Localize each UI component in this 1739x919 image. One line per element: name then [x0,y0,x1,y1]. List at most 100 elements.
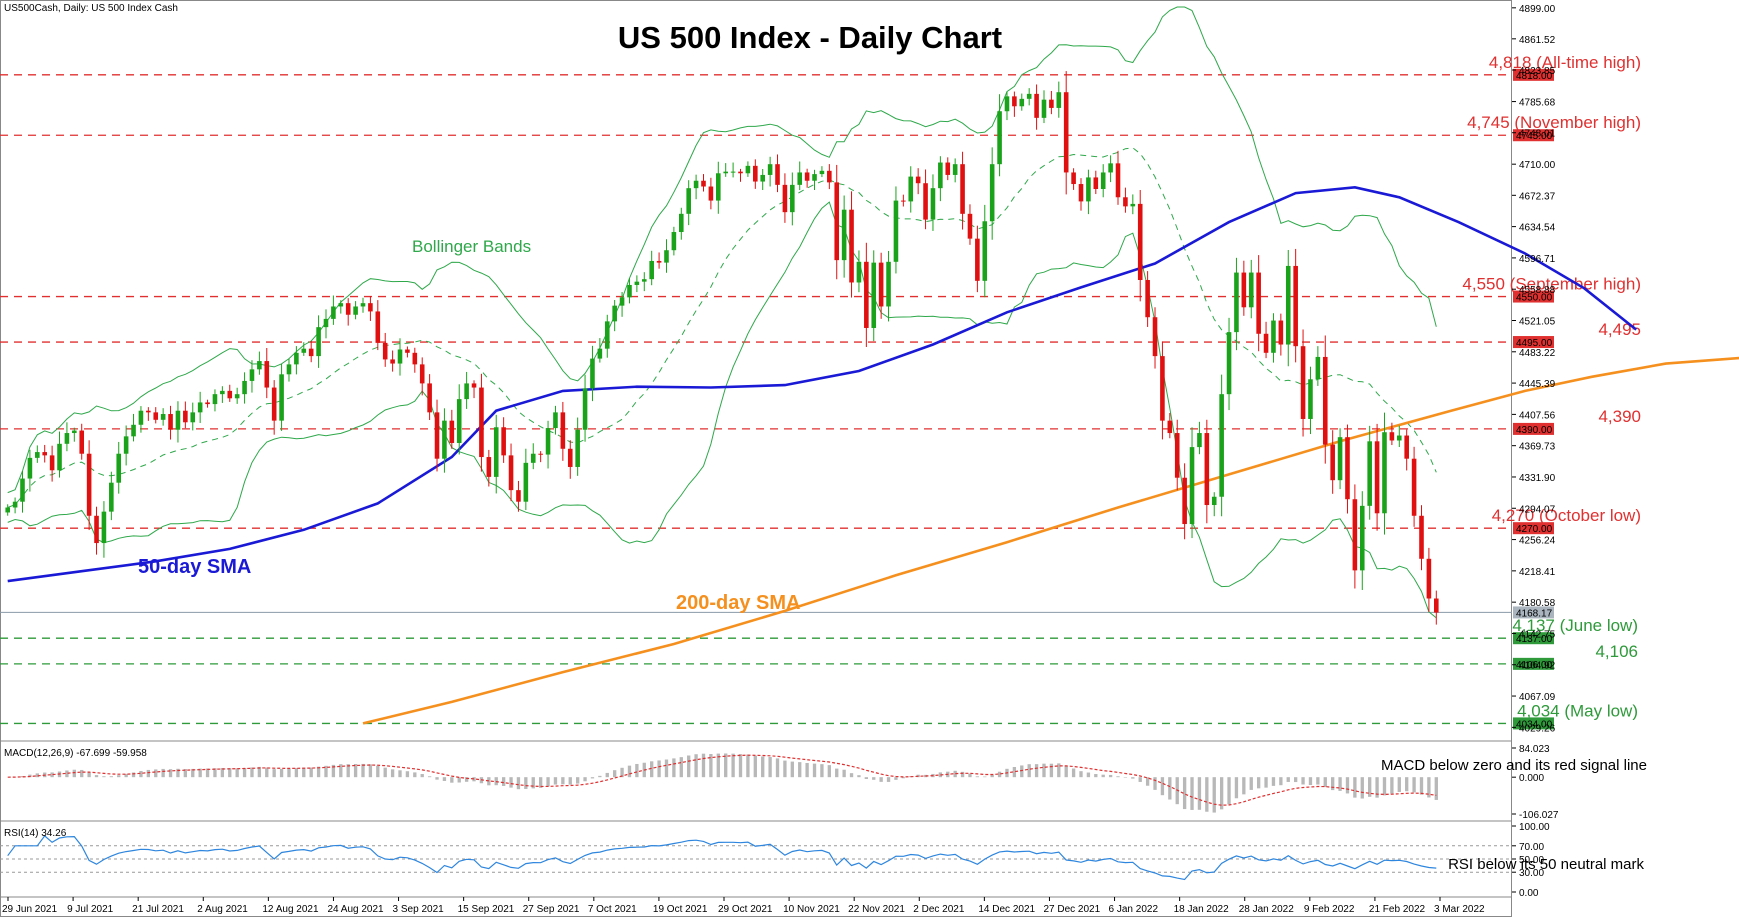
candle-body [27,457,33,479]
date-tick-label: 18 Jan 2022 [1174,904,1229,915]
level-price-tag-label: 4495.00 [1516,338,1553,349]
candle-body [227,390,233,399]
candle-body [1300,346,1306,419]
price-tick-label: 4369.73 [1519,442,1556,453]
candle-body [1359,505,1365,571]
candle-body [1108,163,1113,173]
level-price-tag [1513,632,1554,645]
candle-body [1396,435,1402,441]
candle-body [382,342,388,360]
candle-body [656,260,662,263]
candle-body [1337,437,1343,481]
candle-body [1049,99,1054,108]
candle-body [1308,379,1313,419]
candle-body [834,182,840,261]
candle-body [146,410,151,413]
candle-body [479,387,484,458]
candle-body [1271,320,1276,353]
candle-body [1330,444,1335,481]
candle-body [575,429,580,467]
candle-body [234,394,240,399]
candle-body [597,348,603,359]
candle-body [116,453,122,483]
level-price-tag-label: 4106.00 [1516,660,1553,671]
candle-body [1123,197,1128,207]
candle-body [360,303,366,307]
level-price-tag [1513,422,1554,435]
candle-body [501,427,506,456]
level-label: 4,818 (All-time high) [1489,53,1641,72]
candle-body [1285,265,1291,345]
rsi-tick-label: 50.00 [1519,855,1544,866]
current-price-tag-label: 4168.17 [1516,608,1553,619]
candle-body [20,478,25,502]
candle-body [205,402,210,405]
candle-body [1322,356,1328,445]
candle-body [427,383,432,413]
candle-body [308,348,314,357]
candle-body [242,380,247,395]
candle-body [160,414,166,420]
candle-body [1389,432,1395,441]
candle-body [952,164,958,175]
date-tick-label: 29 Jun 2021 [2,904,57,915]
candle-body [434,412,440,459]
price-tick-label: 4407.56 [1519,410,1556,421]
candle-body [753,165,758,182]
candle-body [886,261,891,307]
candle-body [86,453,92,516]
symbol-info: US500Cash, Daily: US 500 Index Cash [4,3,178,14]
candle-body [264,361,270,388]
candle-body [1241,272,1247,308]
level-label: 4,745 (November high) [1467,113,1641,132]
candle-body [1174,433,1180,478]
candle-body [716,173,721,201]
candle-body [1419,515,1424,559]
date-tick-label: 7 Oct 2021 [588,904,637,915]
level-label: 4,034 (May low) [1517,701,1638,720]
candle-body [930,188,936,220]
level-label: 4,550 (September high) [1462,275,1641,294]
level-label: 4,270 (October low) [1492,506,1641,525]
level-price-tag-label: 4270.00 [1516,524,1553,535]
candle-body [1019,98,1025,107]
candle-body [449,420,455,443]
macd-tick-label: 0.000 [1519,773,1544,784]
date-tick-label: 3 Sep 2021 [393,904,445,915]
candle-body [375,311,381,343]
candle-body [678,213,684,233]
sma-lines [7,185,1739,725]
candle-body [1263,333,1269,353]
candle-body [1130,203,1136,207]
candle-body [1197,433,1202,448]
level-price-tag-label: 4390.00 [1516,425,1553,436]
candle-body [1182,477,1187,525]
candle-body [345,303,351,315]
candle-body [938,162,943,189]
price-tick-label: 4142.75 [1519,629,1556,640]
price-tick-label: 4445.39 [1519,379,1556,390]
candle-body [1234,272,1239,333]
candle-body [5,507,10,513]
level-price-tag [1513,657,1554,670]
candle-body [1226,332,1232,395]
rsi-tick-label: 100.00 [1519,822,1550,833]
candle-body [57,443,62,471]
candle-body [560,412,566,449]
candle-body [35,452,40,458]
candle-body [856,261,862,283]
candle-body [893,200,899,262]
candle-body [671,232,677,251]
date-tick-label: 21 Jul 2021 [132,904,184,915]
candle-body [967,213,973,239]
candle-body [612,305,617,322]
level-price-tag-label: 4034.00 [1516,719,1553,730]
candle-body [464,383,469,400]
candle-body [523,462,529,502]
candle-body [604,321,610,349]
level-price-tag-label: 4818.00 [1516,71,1553,82]
candle-body [1411,458,1417,516]
price-tick-label: 4331.90 [1519,473,1556,484]
candle-body [1189,447,1195,525]
